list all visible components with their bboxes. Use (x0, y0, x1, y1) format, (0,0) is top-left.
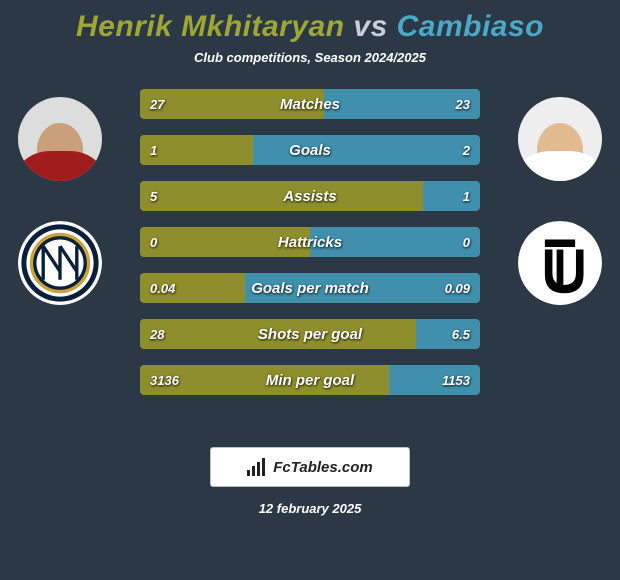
page-title: Henrik Mkhitaryan vs Cambiaso (0, 10, 620, 44)
player1-face (18, 97, 102, 181)
stat-bar-right (423, 181, 480, 211)
player1-shirt (18, 151, 102, 181)
source-badge-text: FcTables.com (273, 459, 372, 476)
title-player2: Cambiaso (397, 10, 544, 43)
player2-shirt (518, 151, 602, 181)
comparison-infographic: Henrik Mkhitaryan vs Cambiaso Club compe… (0, 0, 620, 580)
stat-bar-left (140, 273, 245, 303)
stat-bar-right (310, 227, 480, 257)
stat-row: 31361153Min per goal (140, 365, 480, 395)
title-vs: vs (353, 10, 387, 43)
stat-bar-left (140, 89, 324, 119)
bars-icon (247, 458, 267, 476)
stat-bar-left (140, 365, 389, 395)
player2-face (518, 97, 602, 181)
stat-bar-right (324, 89, 480, 119)
stat-bar-right (389, 365, 480, 395)
source-badge: FcTables.com (210, 447, 410, 487)
stat-bar-left (140, 135, 253, 165)
player1-avatar (18, 97, 102, 181)
player2-avatar (518, 97, 602, 181)
player2-club-logo (518, 221, 602, 305)
stat-row: 2723Matches (140, 89, 480, 119)
subtitle: Club competitions, Season 2024/2025 (0, 50, 620, 65)
footer-date: 12 february 2025 (0, 501, 620, 516)
player1-club-logo (18, 221, 102, 305)
stat-row: 0.040.09Goals per match (140, 273, 480, 303)
stat-bar-right (253, 135, 480, 165)
stat-row: 12Goals (140, 135, 480, 165)
inter-logo-icon (18, 221, 102, 305)
title-player1: Henrik Mkhitaryan (76, 10, 345, 43)
stat-row: 51Assists (140, 181, 480, 211)
stat-row: 286.5Shots per goal (140, 319, 480, 349)
stat-rows: 2723Matches 12Goals 51Assists 00Hattricks 0.… (140, 89, 480, 411)
stat-row: 00Hattricks (140, 227, 480, 257)
content-area: 2723Matches 12Goals 51Assists 00Hattricks 0.… (0, 89, 620, 429)
stat-bar-left (140, 181, 423, 211)
stat-bar-left (140, 227, 310, 257)
stat-bar-left (140, 319, 416, 349)
stat-bar-right (245, 273, 480, 303)
juventus-logo-icon (518, 221, 602, 305)
stat-bar-right (416, 319, 480, 349)
